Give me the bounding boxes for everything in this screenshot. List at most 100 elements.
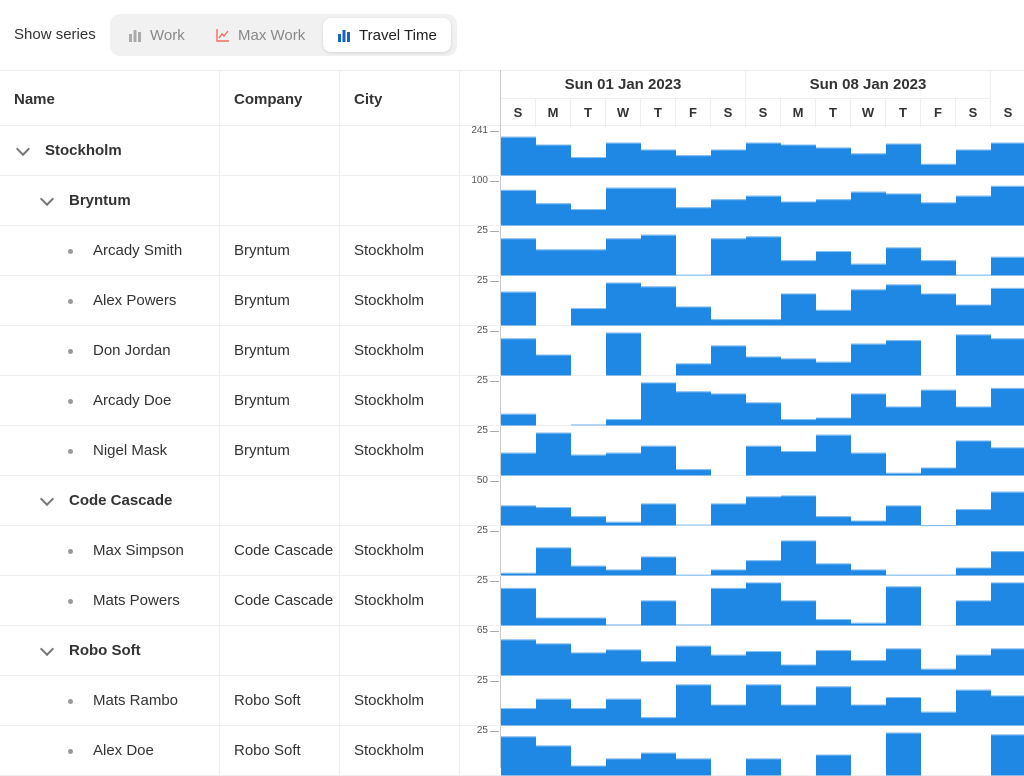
histogram-bar-top: [606, 419, 641, 420]
histogram-bar: [641, 661, 676, 675]
histogram-bar-top: [816, 650, 851, 651]
company-cell: [220, 126, 340, 176]
histogram-bar-top: [641, 556, 676, 557]
histogram-bar-top: [816, 310, 851, 311]
histogram-bar-top: [676, 363, 711, 364]
max-work-series-button[interactable]: Max Work: [202, 18, 319, 52]
histogram-bar: [816, 435, 851, 476]
travel-time-series-button[interactable]: Travel Time: [323, 18, 451, 52]
histogram-bar-top: [641, 717, 676, 718]
work-series-button[interactable]: Work: [114, 18, 199, 52]
histogram-bar: [816, 563, 851, 575]
city-cell: Stockholm: [340, 326, 460, 376]
name-text: Alex Powers: [93, 276, 176, 326]
histogram-bar: [886, 697, 921, 725]
day-header: T: [641, 99, 676, 127]
histogram-bar-top: [781, 419, 816, 420]
histogram-bar: [956, 440, 991, 475]
histogram-bar: [746, 560, 781, 575]
company-cell: Bryntum: [220, 326, 340, 376]
histogram-bar: [501, 639, 536, 675]
chevron-down-icon[interactable]: [40, 642, 54, 656]
histogram-bar-top: [746, 236, 781, 237]
histogram-bar: [711, 393, 746, 425]
histogram-bar: [606, 238, 641, 275]
histogram-bar-top: [921, 669, 956, 670]
histogram-bar: [676, 207, 711, 225]
chevron-down-icon[interactable]: [16, 142, 30, 156]
chevron-down-icon[interactable]: [40, 492, 54, 506]
histogram-bar: [886, 505, 921, 525]
name-text: Nigel Mask: [93, 426, 167, 476]
city-cell: [340, 476, 460, 526]
histogram-bar-top: [921, 260, 956, 261]
histogram-bar-top: [886, 473, 921, 474]
y-axis-max-label: 25: [462, 525, 488, 536]
histogram-bar-top: [641, 600, 676, 601]
week-header: Sun 01 Jan 2023: [501, 71, 746, 99]
histogram-bar: [571, 249, 606, 275]
histogram-bar-top: [851, 453, 886, 454]
histogram-bar: [711, 345, 746, 375]
name-text: Mats Powers: [93, 576, 180, 626]
histogram-bar-top: [536, 203, 571, 204]
histogram-bar-top: [851, 569, 886, 570]
histogram-bar: [781, 144, 816, 175]
histogram-bar: [711, 199, 746, 225]
histogram-bar: [746, 196, 781, 226]
y-axis-tick: [490, 531, 499, 532]
name-text: Arcady Doe: [93, 376, 171, 426]
histogram-bar-top: [501, 505, 536, 506]
histogram: [501, 476, 1024, 526]
histogram-bar: [501, 238, 536, 275]
column-header-company[interactable]: Company: [220, 71, 340, 127]
histogram-bar-top: [711, 588, 746, 589]
histogram-bar-top: [886, 247, 921, 248]
y-axis-max-label: 25: [462, 225, 488, 236]
name-cell: Don Jordan: [0, 326, 220, 376]
histogram-bar-top: [746, 356, 781, 357]
histogram-bar-top: [956, 600, 991, 601]
histogram-bar-top: [501, 137, 536, 138]
name-text: Arcady Smith: [93, 226, 182, 276]
histogram-bar-top: [501, 292, 536, 293]
histogram-bar-top: [641, 753, 676, 754]
histogram-bar-top: [956, 655, 991, 656]
histogram-bar-top: [606, 143, 641, 144]
histogram-bar: [711, 503, 746, 525]
histogram-bar: [991, 447, 1024, 475]
histogram-bar-top: [851, 521, 886, 522]
histogram-bar: [991, 492, 1024, 526]
histogram: [501, 326, 1024, 376]
company-cell: Code Cascade: [220, 576, 340, 626]
histogram-bar: [781, 664, 816, 675]
histogram-bar-top: [991, 186, 1024, 187]
histogram-bar: [956, 509, 991, 525]
histogram-bar: [676, 363, 711, 375]
histogram-bar: [571, 209, 606, 225]
column-header-city[interactable]: City: [340, 71, 460, 127]
histogram-bar-top: [816, 251, 851, 252]
histogram-bar-top: [746, 319, 781, 320]
day-header: M: [536, 99, 571, 127]
histogram-bar-top: [991, 734, 1024, 735]
histogram-bar-top: [886, 733, 921, 734]
chevron-down-icon[interactable]: [40, 192, 54, 206]
histogram-bar: [991, 695, 1024, 725]
column-header-name[interactable]: Name: [0, 71, 220, 127]
histogram-bar-top: [921, 293, 956, 294]
histogram-bar: [536, 617, 571, 625]
